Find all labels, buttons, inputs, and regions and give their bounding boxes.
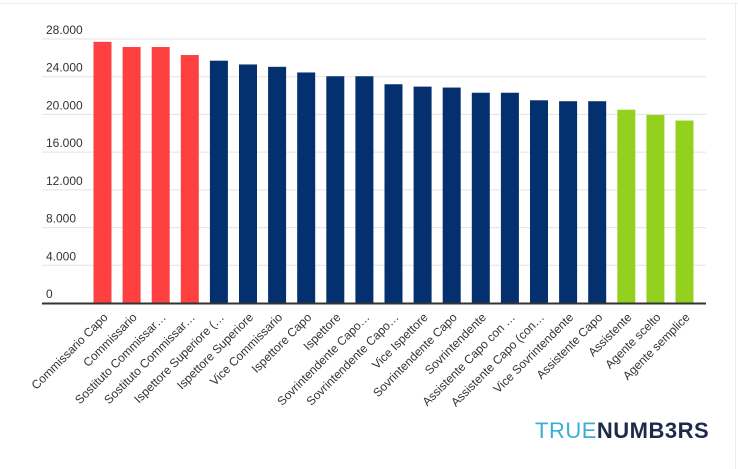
bar <box>588 101 607 303</box>
y-tick-label: 0 <box>46 287 53 301</box>
bar <box>93 41 112 303</box>
bar <box>180 55 199 304</box>
logo-part-2: NUMB3RS <box>596 418 710 443</box>
bar <box>471 92 490 303</box>
bar <box>617 109 636 303</box>
y-tick-label: 20.000 <box>46 98 83 112</box>
bar <box>209 60 228 303</box>
bar <box>413 86 432 303</box>
bar <box>559 101 578 303</box>
y-tick-label: 16.000 <box>46 136 83 150</box>
bar <box>646 114 665 304</box>
y-tick-label: 12.000 <box>46 174 83 188</box>
frame-top-border <box>0 3 738 4</box>
bar <box>355 76 374 303</box>
bar <box>297 72 316 303</box>
bar <box>326 76 345 303</box>
bar <box>151 47 170 304</box>
bar <box>384 84 403 303</box>
bar <box>239 64 257 303</box>
bar <box>500 92 519 303</box>
logo-part-1: TRUE <box>535 418 597 443</box>
bar <box>442 87 461 303</box>
bar <box>122 47 141 304</box>
y-tick-label: 4.000 <box>46 249 76 263</box>
truenumbers-logo: TRUENUMB3RS <box>535 418 709 444</box>
bar <box>268 66 287 303</box>
bar <box>530 100 548 304</box>
frame-right-border <box>735 3 736 469</box>
bar <box>675 120 694 303</box>
y-tick-label: 24.000 <box>46 61 83 75</box>
y-tick-label: 28.000 <box>46 23 83 37</box>
y-tick-label: 8.000 <box>46 212 76 226</box>
